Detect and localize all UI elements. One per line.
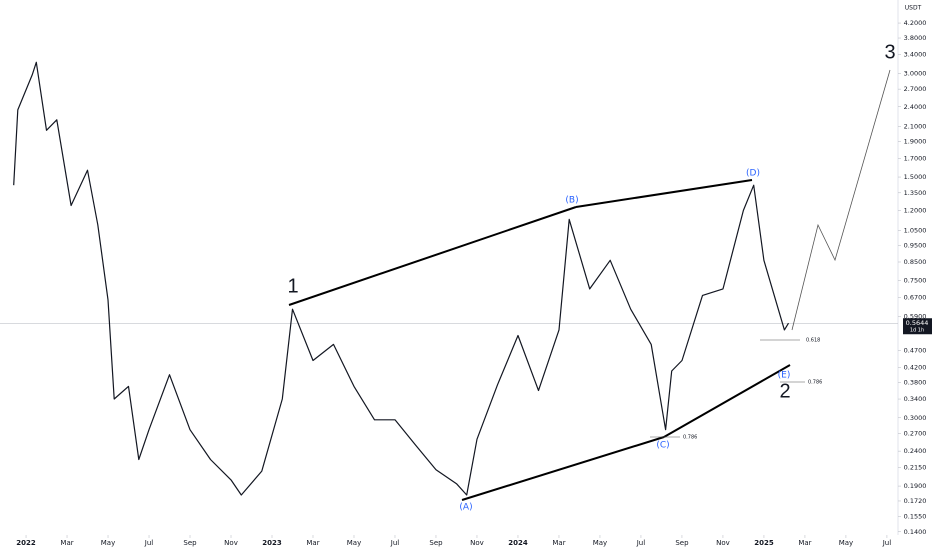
- x-tick-label: Nov: [224, 539, 238, 547]
- y-tick-label: 3.8000: [904, 34, 927, 42]
- x-tick-label: Jul: [390, 539, 400, 547]
- y-tick-label: 2.1000: [904, 123, 927, 131]
- x-tick-label: Jul: [636, 539, 646, 547]
- y-tick-label: 1.3500: [904, 189, 927, 197]
- x-tick-label: Nov: [716, 539, 730, 547]
- x-tick-label: Jul: [882, 539, 892, 547]
- y-tick-label: 0.3400: [904, 395, 927, 403]
- x-tick-label: May: [101, 539, 115, 547]
- y-tick-label: 2.4000: [904, 103, 927, 111]
- y-tick-label: 0.3800: [904, 378, 927, 386]
- y-tick-label: 0.1720: [904, 497, 927, 505]
- wave-label: 3: [884, 41, 895, 63]
- y-tick-label: 1.7000: [904, 154, 927, 162]
- x-tick-label: 2022: [16, 539, 36, 547]
- y-tick-label: 3.0000: [904, 69, 927, 77]
- y-tick-label: 0.4700: [904, 347, 927, 355]
- y-tick-label: 2.7000: [904, 85, 927, 93]
- correction-label: (E): [778, 371, 791, 381]
- y-tick-label: 0.7500: [904, 277, 927, 285]
- y-tick-label: 0.5900: [904, 313, 927, 321]
- y-tick-label: 0.4200: [904, 363, 927, 371]
- x-tick-label: Nov: [470, 539, 484, 547]
- trend-line: [288, 206, 577, 306]
- y-tick-label: 4.2000: [904, 19, 927, 27]
- trend-line: [663, 364, 791, 438]
- last-price-box: [903, 318, 932, 335]
- x-tick-label: Sep: [675, 539, 689, 547]
- x-tick-label: May: [839, 539, 853, 547]
- y-tick-label: 3.4000: [904, 51, 927, 59]
- x-tick-label: Jul: [144, 539, 154, 547]
- x-tick-label: Mar: [60, 539, 73, 547]
- currency: USDT: [905, 5, 922, 12]
- fib-label: 0.786: [808, 380, 822, 386]
- trend-line: [461, 436, 665, 501]
- x-tick-label: May: [593, 539, 607, 547]
- y-tick-label: 0.1400: [904, 528, 927, 536]
- y-tick-label: 0.9500: [904, 241, 927, 249]
- y-tick-label: 0.3000: [904, 414, 927, 422]
- y-tick-label: 0.6700: [904, 294, 927, 302]
- y-tick-label: 0.2400: [904, 447, 927, 455]
- countdown: 1d 1h: [910, 328, 924, 334]
- wave-label: 2: [779, 380, 790, 402]
- x-tick-label: Mar: [306, 539, 319, 547]
- y-tick-label: 1.0500: [904, 226, 927, 234]
- y-tick-label: 1.9000: [904, 138, 927, 146]
- correction-label: (D): [746, 169, 760, 179]
- y-tick-label: 0.2150: [904, 464, 927, 472]
- y-tick-label: 0.1900: [904, 482, 927, 490]
- x-tick-label: Sep: [429, 539, 443, 547]
- trend-line: [575, 179, 753, 208]
- x-tick-label: 2023: [262, 539, 282, 547]
- y-tick-label: 0.2700: [904, 430, 927, 438]
- y-tick-label: 1.2000: [904, 206, 927, 214]
- wave-label: 1: [287, 275, 298, 297]
- y-tick-label: 0.1550: [904, 513, 927, 521]
- projection: [791, 69, 891, 331]
- last-price-label: 0.5644: [906, 319, 929, 327]
- x-tick-label: May: [347, 539, 361, 547]
- price-line: [13, 61, 790, 496]
- x-tick-label: 2025: [754, 539, 774, 547]
- drawings: [288, 69, 891, 501]
- fib-label: 0.786: [683, 435, 697, 441]
- correction-label: (C): [656, 441, 669, 451]
- plot-area: [0, 61, 898, 496]
- fib-label: 0.618: [806, 338, 820, 344]
- y-tick-label: 1.5000: [904, 173, 927, 181]
- y-tick-label: 0.8500: [904, 258, 927, 266]
- x-tick-label: Mar: [552, 539, 565, 547]
- x-tick-label: Sep: [183, 539, 197, 547]
- correction-label: (A): [459, 503, 472, 513]
- correction-label: (B): [565, 196, 578, 206]
- x-tick-label: 2024: [508, 539, 528, 547]
- x-tick-label: Mar: [798, 539, 811, 547]
